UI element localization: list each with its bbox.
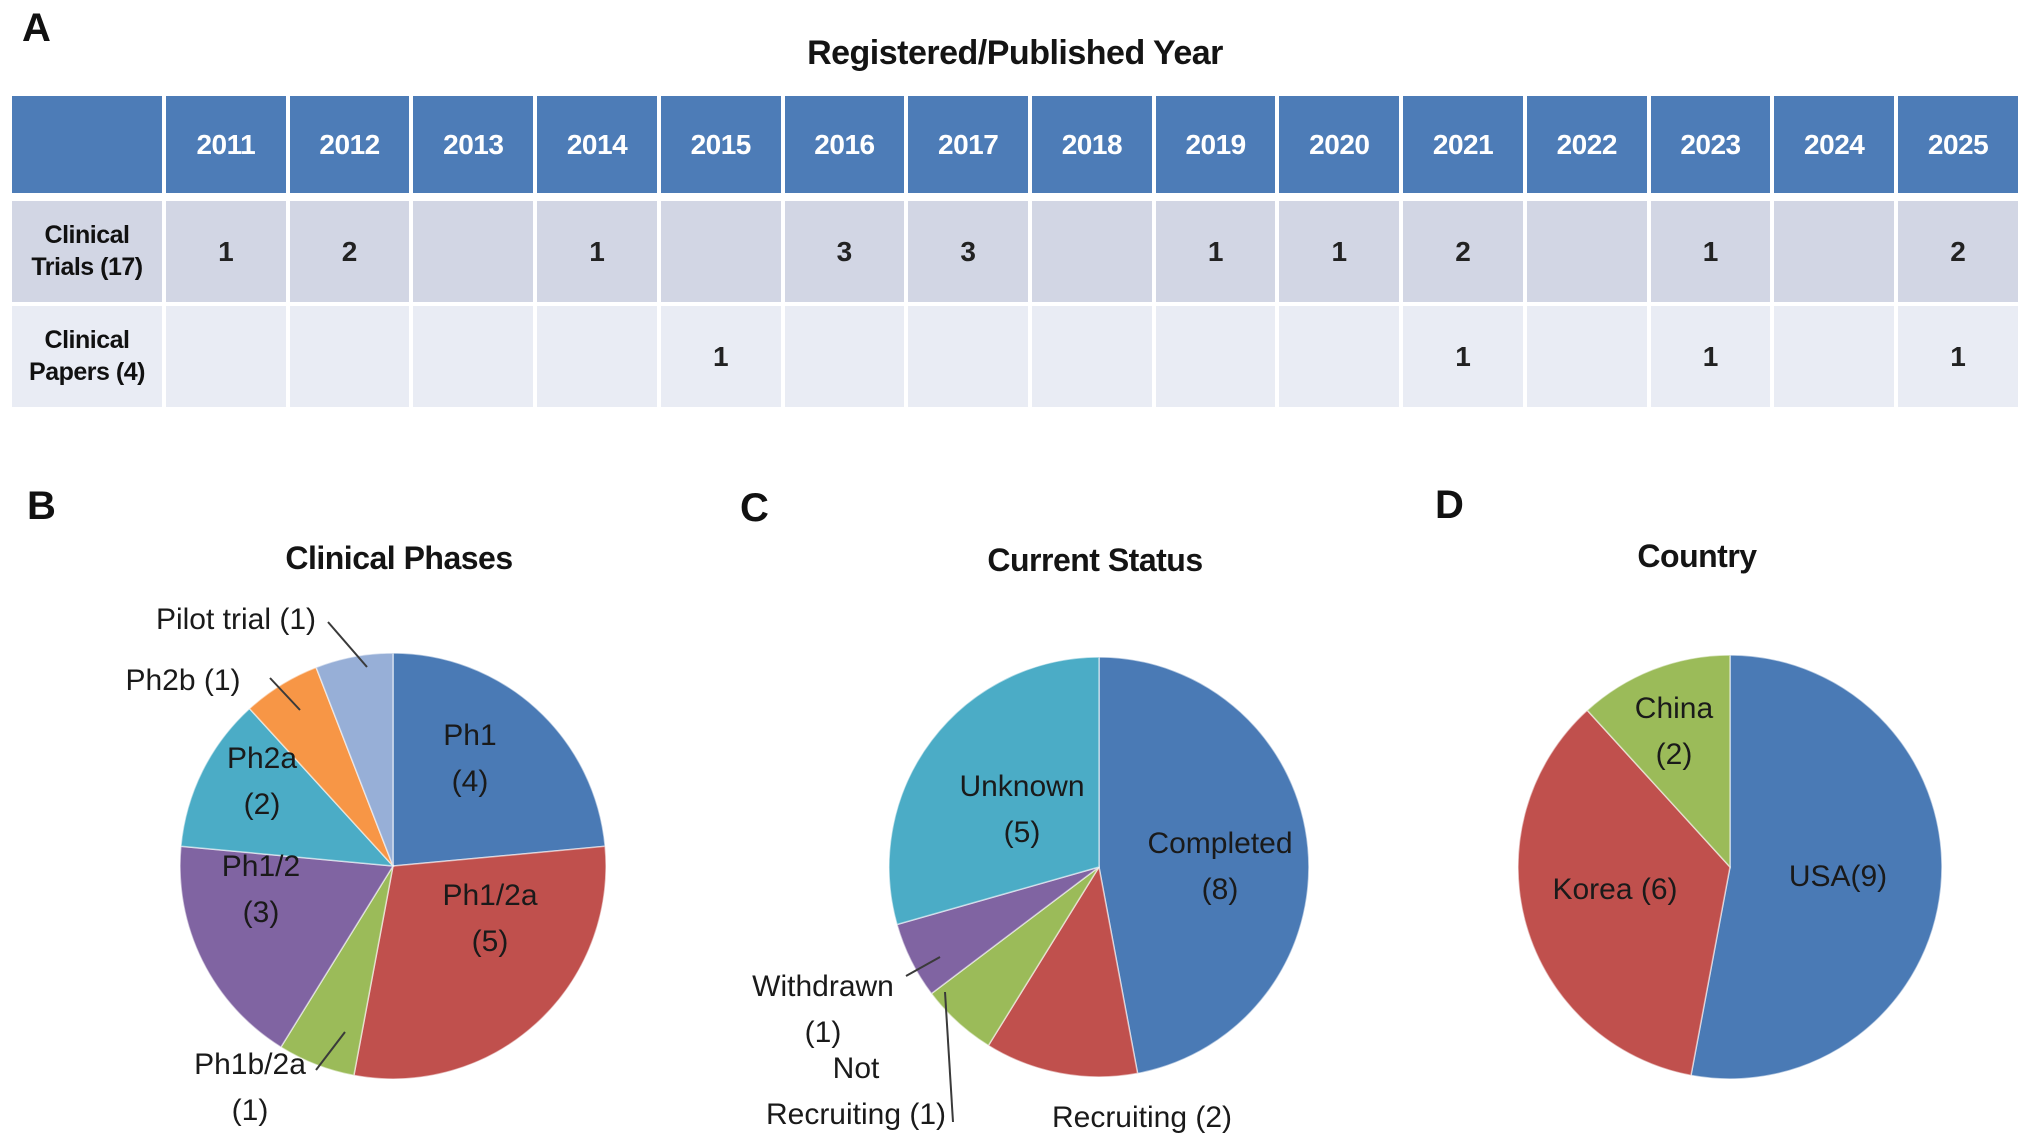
pie-label-leader-line xyxy=(944,991,954,1123)
pie-slice-label: Completed (8) xyxy=(1147,827,1292,906)
year-header-cell: 2022 xyxy=(1526,96,1647,197)
pie-slice xyxy=(392,652,606,867)
year-value-cell xyxy=(908,306,1029,407)
year-value-cell xyxy=(1774,201,1895,302)
pie-slice xyxy=(987,864,1139,1078)
year-value-cell: 2 xyxy=(289,201,410,302)
year-value-cell xyxy=(1155,306,1276,407)
pie-chart-c: Completed (8) Recruiting (2) Not Recruiting … xyxy=(752,656,1310,1134)
current-status-title: Current Status xyxy=(987,542,1203,578)
pie-slice xyxy=(315,652,394,867)
pie-slice-label: Unknown (5) xyxy=(959,770,1084,849)
year-value-cell xyxy=(1526,201,1647,302)
year-header-cell: 2011 xyxy=(166,96,286,197)
panel-d-letter: D xyxy=(1435,483,1464,527)
year-value-cell: 1 xyxy=(1155,201,1276,302)
year-value-cell xyxy=(413,306,534,407)
year-value-cell xyxy=(166,306,286,407)
year-value-cell: 3 xyxy=(784,201,905,302)
pie-label-leader-line xyxy=(905,956,941,977)
pie-slice xyxy=(1690,654,1943,1080)
year-value-cell xyxy=(784,306,905,407)
pie-slice-label: Not Recruiting (1) xyxy=(766,1052,946,1131)
table-corner-cell xyxy=(12,96,162,197)
year-value-cell xyxy=(289,306,410,407)
year-value-cell: 2 xyxy=(1898,201,2018,302)
year-header-cell: 2014 xyxy=(537,96,657,197)
year-value-cell xyxy=(660,201,781,302)
pie-slice-label: Korea (6) xyxy=(1552,873,1677,906)
panel-a-letter: A xyxy=(22,6,51,50)
year-value-cell: 3 xyxy=(908,201,1029,302)
year-value-cell: 1 xyxy=(660,306,781,407)
year-header-cell: 2021 xyxy=(1403,96,1523,197)
year-value-cell xyxy=(1774,306,1895,407)
pie-slice-label: China (2) xyxy=(1635,692,1714,771)
year-value-cell: 2 xyxy=(1403,201,1523,302)
pie-slice xyxy=(888,656,1100,926)
clinical-phases-title: Clinical Phases xyxy=(285,540,513,576)
pie-slice xyxy=(353,845,607,1080)
year-value-cell xyxy=(1032,306,1152,407)
year-header-cell: 2019 xyxy=(1155,96,1276,197)
pie-slice-label: Pilot trial (1) xyxy=(156,603,316,636)
row-label-cell: Clinical Trials (17) xyxy=(12,201,162,302)
pie-slice xyxy=(1098,656,1310,1075)
pie-slice xyxy=(1586,654,1731,869)
year-header-cell: 2024 xyxy=(1774,96,1895,197)
table-row: Clinical Papers (4) 1 1 1 1 xyxy=(12,306,2018,407)
row-label-cell: Clinical Papers (4) xyxy=(12,306,162,407)
year-value-cell: 1 xyxy=(1898,306,2018,407)
year-value-cell xyxy=(1279,306,1400,407)
pie-slice-label: Withdrawn (1) xyxy=(752,970,894,1049)
year-header-cell: 2012 xyxy=(289,96,410,197)
year-value-cell xyxy=(537,306,657,407)
pie-slice xyxy=(180,707,395,867)
pie-label-leader-line xyxy=(269,677,301,711)
year-value-cell: 1 xyxy=(1279,201,1400,302)
pie-chart-b: Ph1 (4) Ph1/2a (5) Ph1b/2a (1) Ph1/2 (3) Ph2a (2)… xyxy=(125,603,607,1127)
year-value-cell xyxy=(1032,201,1152,302)
pie-slice-label: Ph1/2 (3) xyxy=(222,850,300,929)
year-value-cell: 1 xyxy=(537,201,657,302)
table-row: Clinical Trials (17) 1 2 1 3 3 1 1 2 1 2 xyxy=(12,201,2018,302)
year-header-cell: 2025 xyxy=(1898,96,2018,197)
country-title: Country xyxy=(1637,538,1757,574)
pie-slice-label: Ph1/2a (5) xyxy=(442,879,537,958)
pie-slice xyxy=(1517,709,1731,1077)
year-value-cell: 1 xyxy=(1650,201,1771,302)
year-header-cell: 2023 xyxy=(1650,96,1771,197)
pie-slice-label: Ph2b (1) xyxy=(125,664,240,697)
panel-c-letter: C xyxy=(740,486,769,530)
registered-published-year-table: 2011 2012 2013 2014 2015 2016 2017 2018 2019 2020… xyxy=(8,92,2022,411)
year-header-cell: 2018 xyxy=(1032,96,1152,197)
year-header-cell: 2020 xyxy=(1279,96,1400,197)
pie-label-leader-line xyxy=(327,621,368,668)
year-value-cell: 1 xyxy=(1650,306,1771,407)
pie-slice-label: Recruiting (2) xyxy=(1052,1101,1232,1134)
pie-slice-label: Ph1b/2a (1) xyxy=(194,1048,306,1127)
table-title: Registered/Published Year xyxy=(807,34,1223,72)
year-header-cell: 2017 xyxy=(908,96,1029,197)
year-header-cell: 2013 xyxy=(413,96,534,197)
pie-slice-label: USA(9) xyxy=(1789,860,1887,893)
pie-slice xyxy=(179,845,395,1049)
panel-b-letter: B xyxy=(27,484,56,528)
year-value-cell xyxy=(1526,306,1647,407)
year-header-cell: 2015 xyxy=(660,96,781,197)
year-header-cell: 2016 xyxy=(784,96,905,197)
pie-chart-d: USA(9) Korea (6) China (2) xyxy=(1517,654,1943,1080)
year-table-header: 2011 2012 2013 2014 2015 2016 2017 2018 2019 2020… xyxy=(12,96,2018,197)
pie-label-leader-line xyxy=(315,1031,346,1071)
year-value-cell xyxy=(413,201,534,302)
year-value-cell: 1 xyxy=(166,201,286,302)
pie-slice-label: Ph2a (2) xyxy=(227,742,297,821)
pie-slice-label: Ph1 (4) xyxy=(443,719,496,798)
year-value-cell: 1 xyxy=(1403,306,1523,407)
